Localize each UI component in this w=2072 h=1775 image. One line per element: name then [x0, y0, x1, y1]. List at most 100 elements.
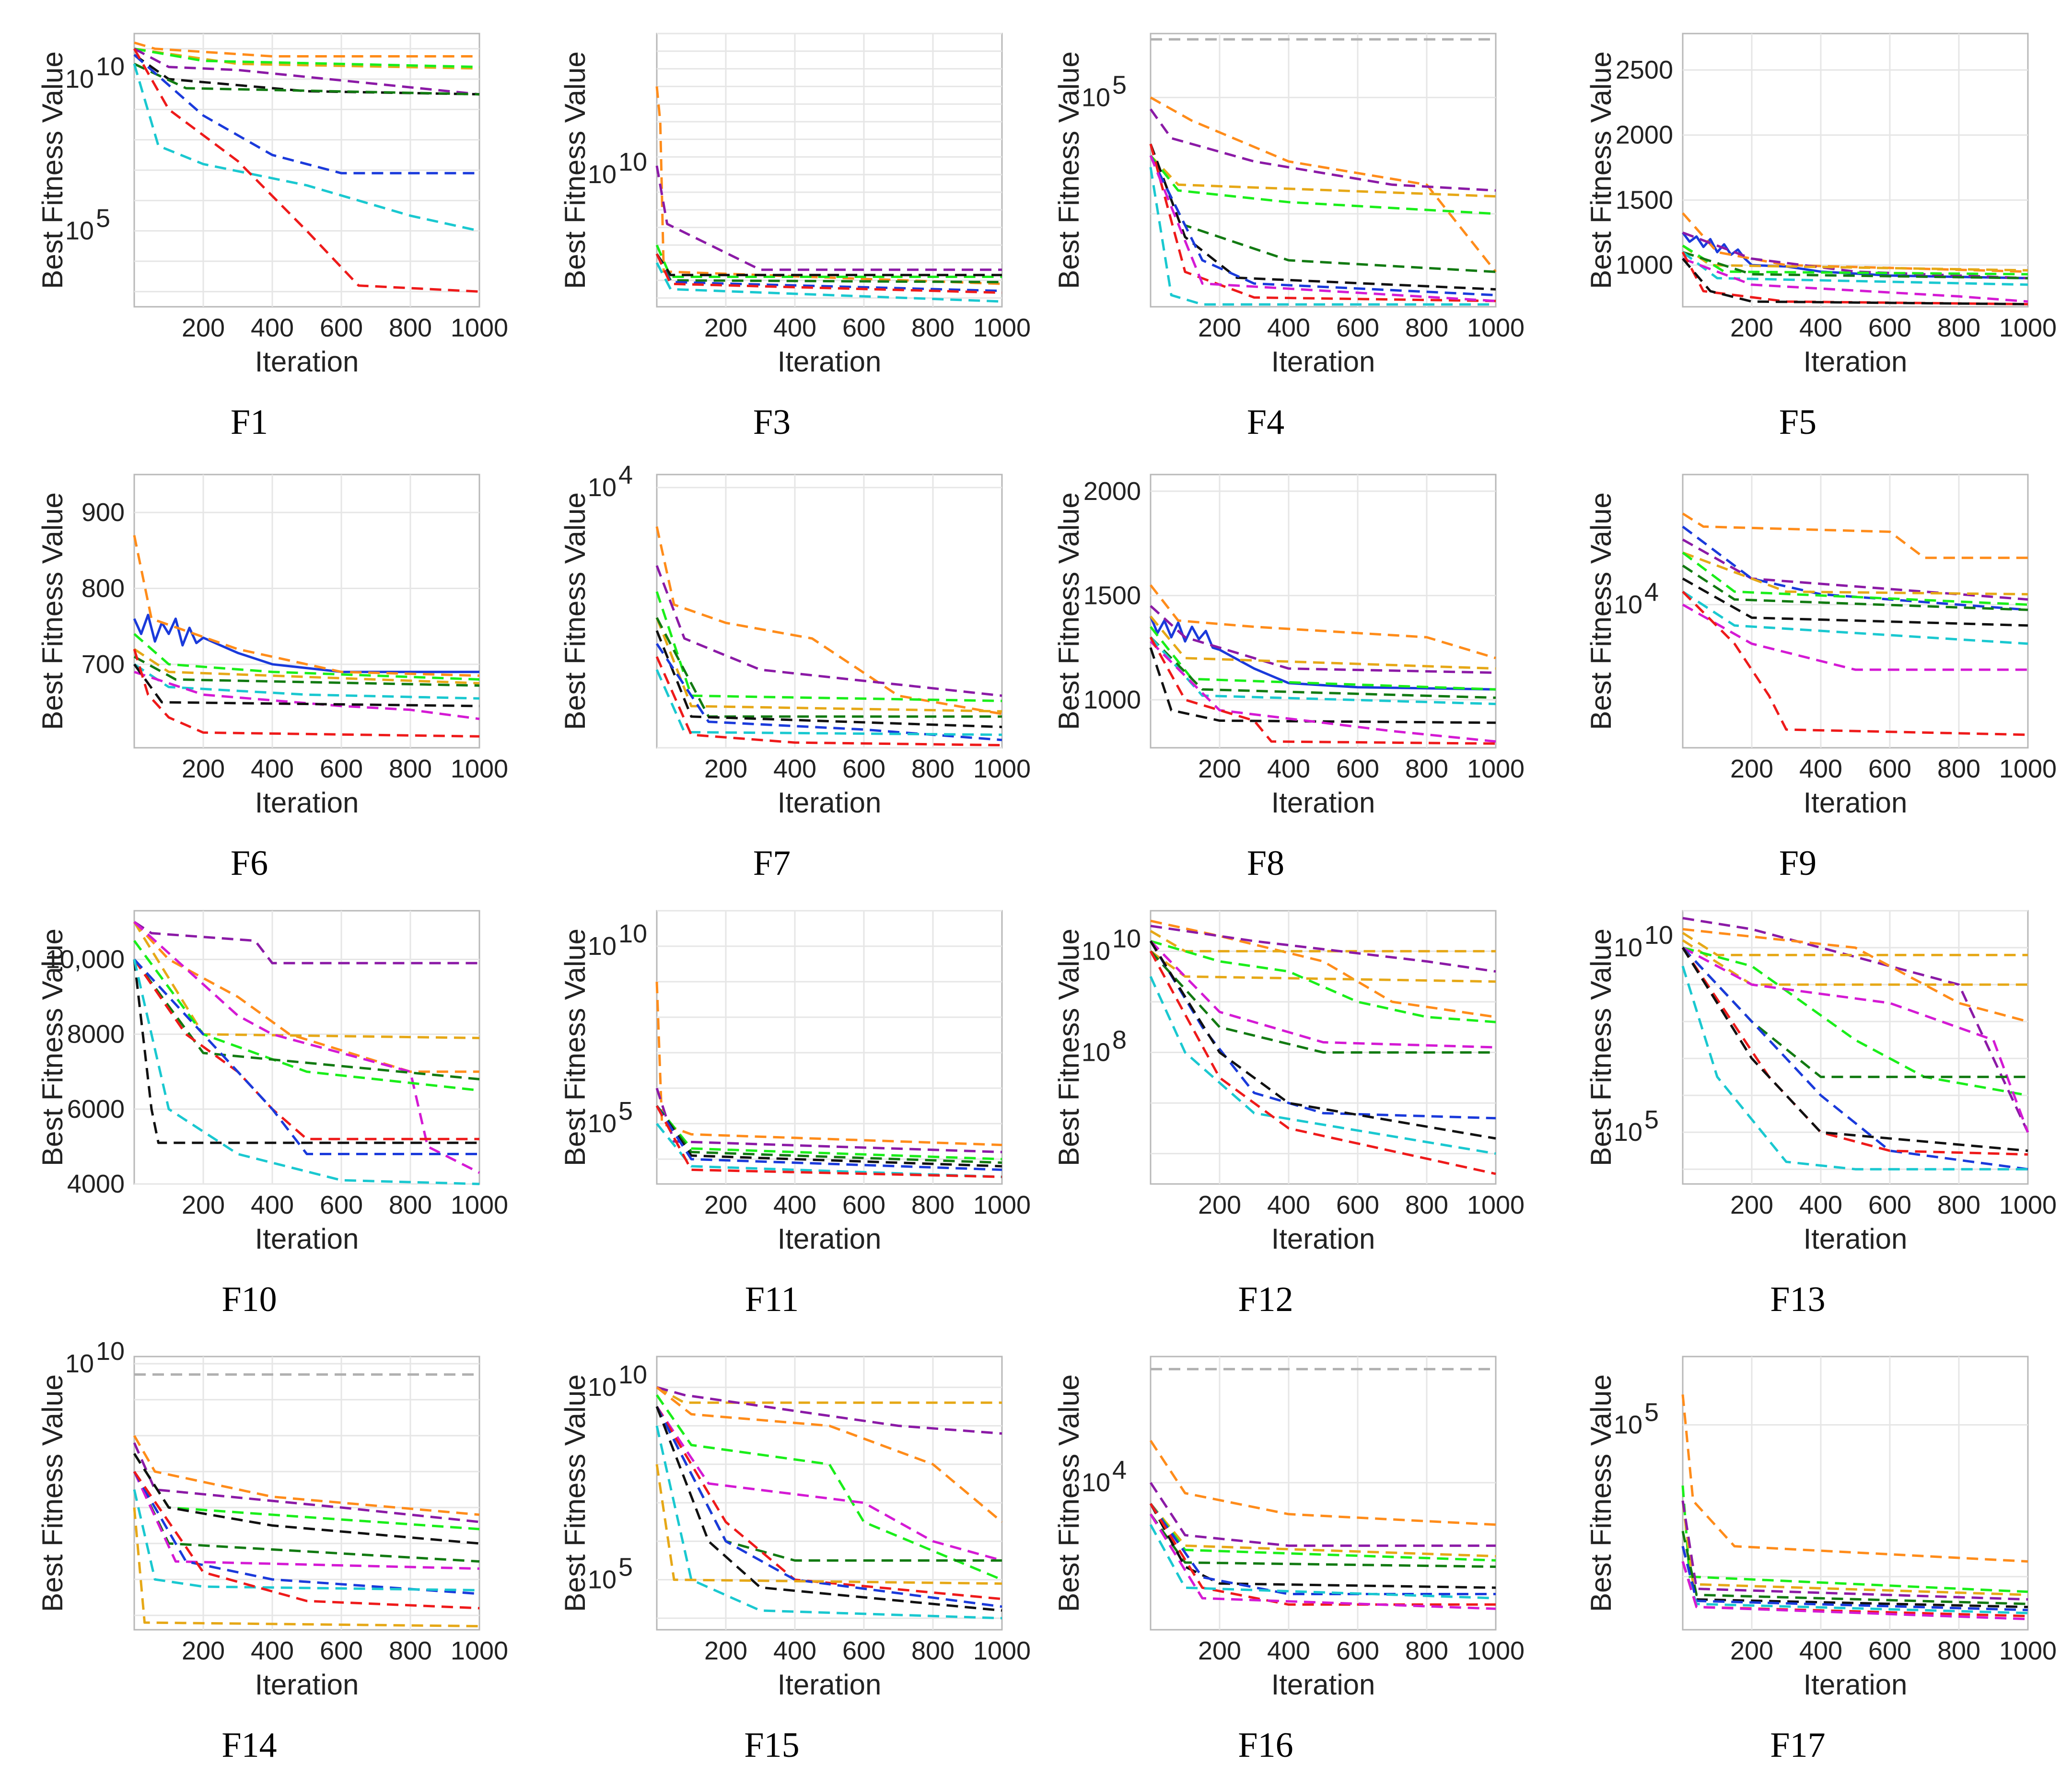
panel-f7: 200 400 600 800 1000 10 4 Best Fitness Value Ite…: [559, 461, 1031, 883]
series-line-green: [1682, 946, 2028, 1097]
panel-f16: 200 400 600 800 1000 10 4 Best Fitness Value Ite…: [1053, 1356, 1525, 1765]
x-tick-label: 400: [251, 1191, 294, 1219]
x-tick-label: 1000: [1467, 313, 1525, 342]
y-tick-label: 10: [588, 1566, 617, 1594]
x-axis-title: Iteration: [255, 787, 359, 819]
series-line-purple: [655, 565, 1002, 697]
series-line-darkgreen: [133, 63, 480, 96]
series-line-green: [1150, 626, 1496, 691]
x-tick-label: 200: [182, 313, 225, 342]
y-tick-label: 1500: [1616, 186, 1673, 214]
series-line-black: [133, 959, 479, 1144]
series-line-red: [655, 1105, 1002, 1178]
x-tick-label: 600: [842, 313, 885, 342]
y-axis-title: Best Fitness Value: [1585, 1374, 1617, 1612]
panel-caption: F17: [1770, 1726, 1825, 1765]
y-tick-label: 10: [1614, 590, 1642, 619]
y-axis-title: Best Fitness Value: [36, 492, 69, 730]
x-axis-title: Iteration: [1271, 346, 1375, 378]
panel-f9: 200 400 600 800 1000 10 4 Best Fitness Value Ite…: [1585, 474, 2057, 883]
series-line-darkgreen: [1682, 947, 2028, 1079]
series-line-purple: [1682, 231, 2028, 279]
panel-caption: F9: [1779, 844, 1816, 883]
series-line-gold: [134, 47, 480, 70]
axes-frame-f7: [656, 474, 1003, 749]
series-line-red: [1149, 637, 1496, 745]
series-line-cyan: [655, 669, 1002, 736]
y-axis-title: Best Fitness Value: [1585, 492, 1617, 730]
y-tick-label: 10: [65, 65, 94, 93]
axes-frame-f5: [1682, 33, 2029, 308]
x-tick-label: 200: [704, 1636, 747, 1665]
series-line-orange: [1682, 928, 2028, 1023]
x-tick-label: 200: [1730, 1636, 1773, 1665]
y-tick-exponent: 10: [618, 1360, 647, 1389]
y-tick-label: 10,000: [46, 945, 125, 974]
series-line-gold: [1682, 551, 2028, 596]
x-tick-label: 600: [1868, 313, 1911, 342]
x-tick-label: 400: [773, 1191, 816, 1219]
x-axis-title: Iteration: [1804, 787, 1908, 819]
series-line-blue: [1149, 155, 1496, 297]
series-line-green: [1150, 940, 1496, 1023]
series-line-black: [133, 663, 480, 708]
y-tick-label: 10: [1082, 1468, 1110, 1497]
x-tick-label: 200: [704, 313, 747, 342]
x-tick-label: 400: [251, 754, 294, 783]
y-axis-title: Best Fitness Value: [36, 1374, 69, 1612]
series-line-orange: [655, 86, 1002, 285]
x-tick-label: 400: [1267, 1636, 1310, 1665]
x-tick-label: 600: [842, 1191, 885, 1219]
x-tick-label: 600: [842, 754, 885, 783]
y-tick-label: 2500: [1616, 56, 1673, 84]
x-tick-label: 600: [842, 1636, 885, 1665]
series-line-green: [1150, 155, 1496, 215]
series-line-purple: [1682, 917, 2029, 1133]
series-line-purple: [1150, 605, 1496, 674]
series-line-orange: [134, 41, 479, 58]
series-line-magenta: [655, 1406, 1002, 1562]
x-axis-title: Iteration: [778, 787, 882, 819]
series-line-red: [1681, 947, 2028, 1156]
y-tick-label: 700: [81, 650, 125, 679]
panel-caption: F7: [753, 844, 791, 883]
x-tick-label: 800: [389, 754, 432, 783]
y-tick-base: 10: [588, 932, 617, 961]
series-line-green: [655, 244, 1002, 278]
y-tick-label: 1500: [1083, 581, 1141, 610]
x-tick-label: 1000: [1999, 1191, 2057, 1219]
x-axis-title: Iteration: [1804, 346, 1908, 378]
x-tick-label: 1000: [1999, 754, 2057, 783]
y-axis-title: Best Fitness Value: [36, 51, 69, 289]
series-line-gold: [655, 1464, 1002, 1585]
series-line-purple: [133, 1442, 480, 1523]
y-tick-label: 1000: [1616, 251, 1673, 279]
series-line-blue: [133, 614, 479, 673]
series-line-green: [1681, 1485, 2028, 1593]
y-tick-exponent: 10: [618, 919, 647, 948]
series-line-gold: [1150, 615, 1496, 670]
x-tick-label: 200: [1730, 754, 1773, 783]
series-line-purple: [1150, 925, 1496, 973]
y-tick-base: 10: [1614, 590, 1642, 619]
x-tick-label: 800: [1405, 1636, 1448, 1665]
y-axis-title: Best Fitness Value: [1585, 51, 1617, 289]
series-line-gold: [1150, 930, 1496, 952]
series-line-red: [133, 649, 480, 738]
series-line-black: [1682, 257, 2028, 306]
x-tick-label: 1000: [1999, 313, 2057, 342]
x-tick-label: 1000: [973, 1191, 1031, 1219]
axes-frame-f3: [656, 33, 1003, 308]
x-axis-title: Iteration: [778, 1669, 882, 1701]
y-tick-exponent: 10: [618, 148, 647, 176]
series-line-blue: [133, 1471, 480, 1595]
series-line-black: [655, 1406, 1002, 1612]
x-tick-label: 1000: [1467, 1191, 1525, 1219]
y-tick-base: 10: [65, 65, 94, 93]
panel-caption: F16: [1238, 1726, 1293, 1765]
y-tick-label: 10: [1614, 1411, 1642, 1439]
y-tick-base: 10: [1082, 1038, 1110, 1067]
